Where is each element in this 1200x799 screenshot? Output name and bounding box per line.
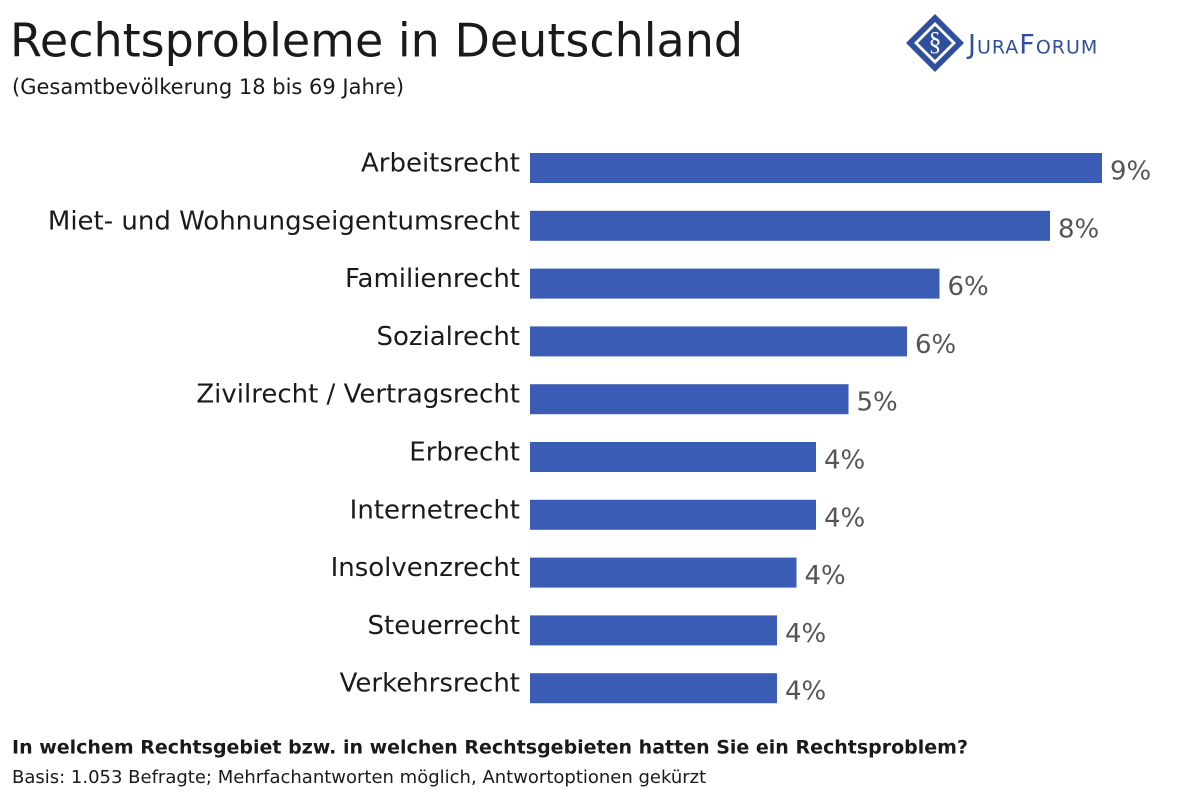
value-label: 4% xyxy=(785,677,826,707)
bar xyxy=(530,210,1050,241)
value-label: 4% xyxy=(824,446,865,476)
logo-text: JuraForum xyxy=(966,30,1098,61)
category-label: Verkehrsrecht xyxy=(340,669,520,699)
category-label: Erbrecht xyxy=(409,438,520,468)
value-label: 5% xyxy=(857,388,898,418)
value-label: 9% xyxy=(1110,157,1151,187)
bar xyxy=(530,499,816,530)
value-label: 4% xyxy=(805,561,846,591)
category-label: Insolvenzrecht xyxy=(331,553,520,583)
bar xyxy=(530,673,777,704)
bar xyxy=(530,615,777,646)
category-label: Zivilrecht / Vertragsrecht xyxy=(196,380,520,410)
category-label: Familienrecht xyxy=(345,264,520,294)
chart-title: Rechtsprobleme in Deutschland xyxy=(10,14,743,68)
logo-diamond-core xyxy=(918,26,952,60)
footnote-question: In welchem Rechtsgebiet bzw. in welchen … xyxy=(12,737,968,759)
category-label: Arbeitsrecht xyxy=(361,149,520,179)
logo-symbol: § xyxy=(929,27,942,56)
bar xyxy=(530,153,1102,183)
value-label: 4% xyxy=(824,503,865,533)
category-label: Internetrecht xyxy=(350,495,520,525)
footnote-basis: Basis: 1.053 Befragte; Mehrfachantworten… xyxy=(12,767,706,788)
category-label: Miet- und Wohnungseigentumsrecht xyxy=(48,206,520,236)
logo: § JuraForum xyxy=(906,14,1098,72)
bar xyxy=(530,442,816,472)
bar xyxy=(530,384,849,415)
value-label: 4% xyxy=(785,619,826,649)
value-label: 8% xyxy=(1058,214,1099,244)
bar xyxy=(530,268,940,299)
bar xyxy=(530,326,907,357)
chart-subtitle: (Gesamtbevölkerung 18 bis 69 Jahre) xyxy=(12,75,404,99)
category-label: Steuerrecht xyxy=(368,611,520,641)
category-label: Sozialrecht xyxy=(376,322,520,352)
value-label: 6% xyxy=(948,272,989,302)
bar xyxy=(530,557,797,588)
value-label: 6% xyxy=(915,330,956,360)
